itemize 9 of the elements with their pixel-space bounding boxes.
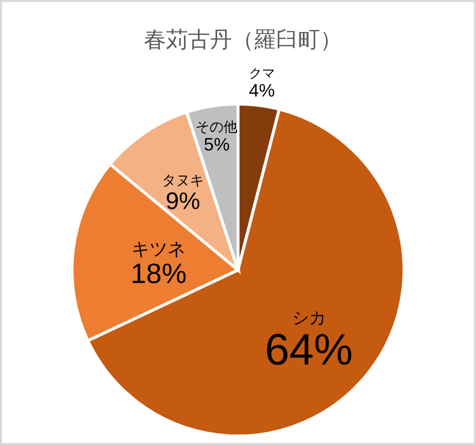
slice-label: タヌキ: [162, 172, 204, 189]
data-label: 18%: [130, 258, 187, 289]
chart-title: 春苅古丹（羅臼町）: [144, 28, 342, 53]
data-label: 5%: [204, 134, 230, 155]
slice-label: キツネ: [132, 238, 186, 260]
slice-label: その他: [196, 120, 238, 136]
data-label: 9%: [166, 188, 200, 215]
data-label: 4%: [248, 80, 275, 100]
slice-label: クマ: [248, 66, 275, 82]
